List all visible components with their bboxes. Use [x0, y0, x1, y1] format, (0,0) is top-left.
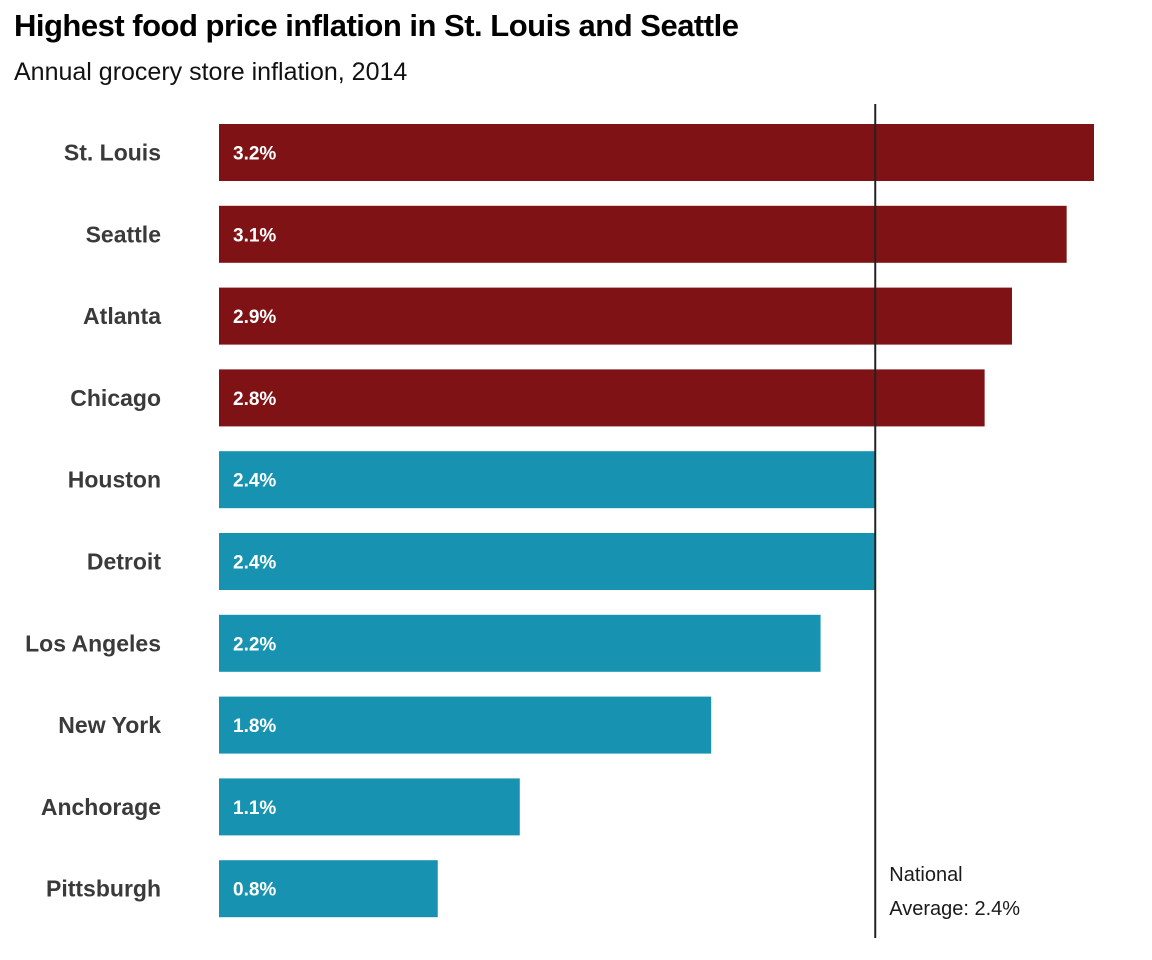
category-label: New York: [58, 712, 161, 738]
value-label: 3.2%: [233, 144, 276, 165]
bar-atlanta: [219, 287, 1012, 345]
value-label: 2.9%: [233, 307, 276, 328]
value-label: 1.8%: [233, 716, 276, 737]
category-label: Atlanta: [83, 303, 161, 329]
category-label: St. Louis: [64, 140, 161, 166]
value-label: 1.1%: [233, 798, 276, 819]
bar-chicago: [219, 369, 985, 427]
bar-pittsburgh: [219, 860, 438, 918]
category-label: Detroit: [87, 549, 161, 575]
category-label: Los Angeles: [25, 630, 161, 656]
value-label: 0.8%: [233, 880, 276, 901]
category-label: Seattle: [86, 221, 161, 247]
national-average-label: Average: 2.4%: [889, 898, 1020, 920]
value-label: 2.4%: [233, 471, 276, 492]
category-label: Anchorage: [41, 794, 161, 820]
chart-title: Highest food price inflation in St. Loui…: [14, 8, 739, 43]
bar-houston: [219, 451, 876, 509]
bar-los-angeles: [219, 614, 821, 672]
value-label: 2.4%: [233, 553, 276, 574]
bar-new-york: [219, 696, 712, 754]
category-label: Chicago: [70, 385, 161, 411]
value-label: 2.2%: [233, 634, 276, 655]
bar-anchorage: [219, 778, 520, 836]
category-label: Houston: [68, 467, 161, 493]
category-label: Pittsburgh: [46, 876, 161, 902]
national-average-label: National: [889, 864, 962, 886]
bar-seattle: [219, 205, 1067, 263]
value-label: 2.8%: [233, 389, 276, 410]
value-label: 3.1%: [233, 225, 276, 246]
bar-st-louis: [219, 124, 1094, 181]
bar-detroit: [219, 533, 876, 590]
chart-subtitle: Annual grocery store inflation, 2014: [14, 58, 408, 86]
